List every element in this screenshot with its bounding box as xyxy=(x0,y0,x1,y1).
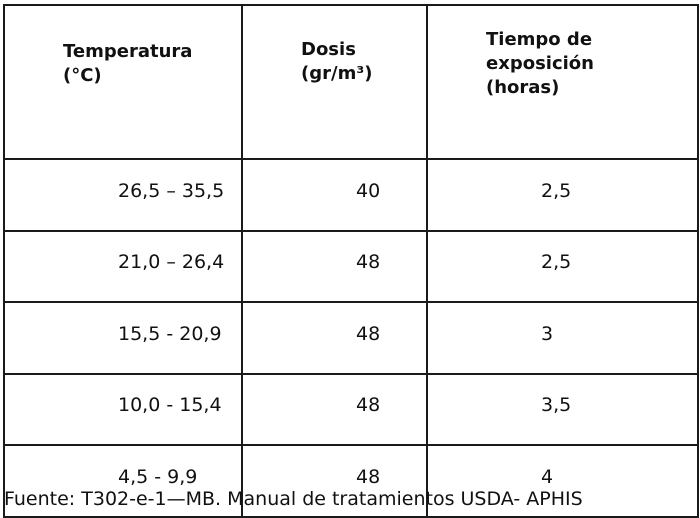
cell-text: 4 xyxy=(541,465,554,488)
table-cell: 2,5 xyxy=(426,229,699,303)
cell-text: 21,0 – 26,4 xyxy=(118,251,225,274)
cell-text: 10,0 - 15,4 xyxy=(118,394,222,417)
header-cell: Tiempo de exposición (horas) xyxy=(426,4,699,160)
table-cell: 21,0 – 26,4 xyxy=(3,229,243,303)
cell-text: 3,5 xyxy=(541,394,572,417)
caption: Fuente: T302-e-1—MB. Manual de tratamien… xyxy=(4,488,583,510)
table-cell: 10,0 - 15,4 xyxy=(3,372,243,446)
table-body: 26,5 – 35,5 40 2,5 21,0 – 26,4 48 2,5 15,5 - 2… xyxy=(3,158,699,518)
table-row: 4,5 - 9,9 48 4 xyxy=(3,444,699,518)
header-text: (gr/m³) xyxy=(301,63,373,84)
header-text: Tiempo de xyxy=(486,29,593,50)
cell-text: 48 xyxy=(356,251,381,274)
table-cell: 2,5 xyxy=(426,158,699,232)
header-text: Dosis xyxy=(301,39,356,60)
header-text: (horas) xyxy=(486,77,560,98)
header-cell: Dosis (gr/m³) xyxy=(241,4,428,160)
table-cell: 26,5 – 35,5 xyxy=(3,158,243,232)
table-cell: 48 xyxy=(241,372,428,446)
header-text: Temperatura xyxy=(63,41,193,62)
header-text: exposición xyxy=(486,53,594,74)
table-row: 26,5 – 35,5 40 2,5 xyxy=(3,158,699,232)
table-cell: 40 xyxy=(241,158,428,232)
cell-text: 4,5 - 9,9 xyxy=(118,465,198,488)
table-row: 15,5 - 20,9 48 3 xyxy=(3,301,699,375)
header-text: (°C) xyxy=(63,65,102,86)
table-cell: 3,5 xyxy=(426,372,699,446)
cell-text: 2,5 xyxy=(541,179,572,202)
cell-text: 48 xyxy=(356,465,381,488)
table-row: 21,0 – 26,4 48 2,5 xyxy=(3,229,699,303)
table-cell: 3 xyxy=(426,301,699,375)
table-cell: 48 xyxy=(241,301,428,375)
table-row: 10,0 - 15,4 48 3,5 xyxy=(3,372,699,446)
header-cell: Temperatura (°C) xyxy=(3,4,243,160)
cell-text: 2,5 xyxy=(541,251,572,274)
dose-table: Temperatura (°C) Dosis (gr/m³) Tiempo de expo… xyxy=(3,4,699,518)
table-cell: 4,5 - 9,9 xyxy=(3,444,243,518)
cell-text: 15,5 - 20,9 xyxy=(118,322,222,345)
cell-text: 26,5 – 35,5 xyxy=(118,179,225,202)
header-row: Temperatura (°C) Dosis (gr/m³) Tiempo de expo… xyxy=(3,4,699,160)
table-cell: 48 xyxy=(241,444,428,518)
cell-text: 3 xyxy=(541,322,554,345)
table-cell: 15,5 - 20,9 xyxy=(3,301,243,375)
cell-text: 40 xyxy=(356,179,381,202)
cell-text: 48 xyxy=(356,322,381,345)
cell-text: 48 xyxy=(356,394,381,417)
table-cell: 48 xyxy=(241,229,428,303)
